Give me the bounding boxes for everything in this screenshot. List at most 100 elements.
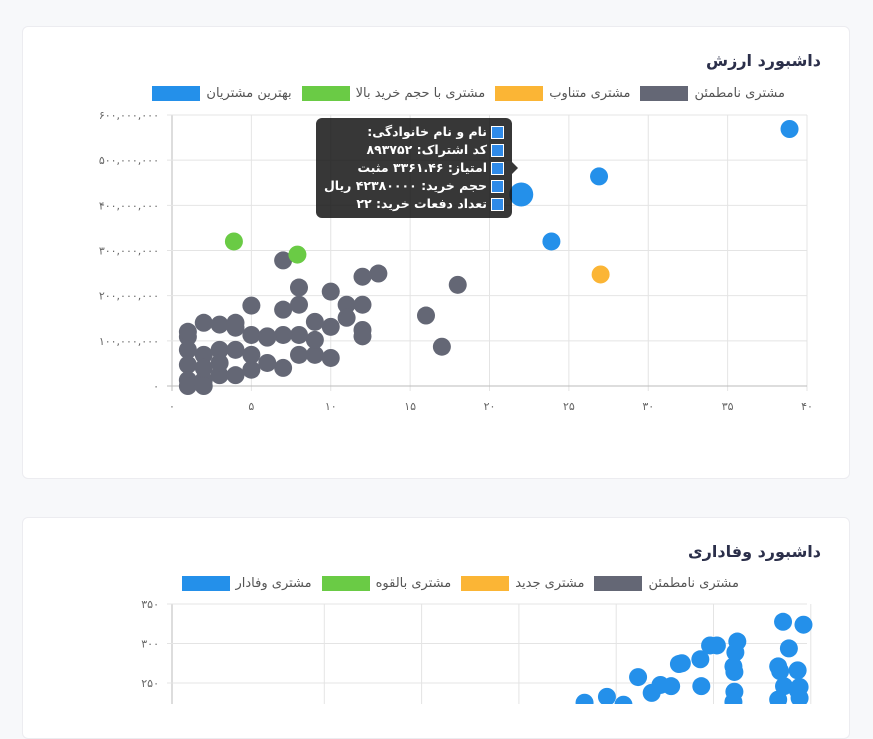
data-point [591, 265, 610, 284]
data-point [258, 327, 277, 346]
data-point [242, 296, 261, 315]
x-tick-label: ۳۰ [642, 400, 654, 413]
y-tick-label: ۶۰۰,۰۰۰,۰۰۰ [99, 109, 159, 122]
data-point [662, 677, 681, 696]
loyalty-dashboard-card: داشبورد وفاداری مشتری نامطمئن مشتری جدید… [22, 517, 850, 739]
data-point [353, 267, 372, 286]
tooltip-color-box [491, 197, 504, 211]
data-point [178, 322, 197, 341]
data-point [724, 692, 743, 704]
data-point [321, 348, 340, 367]
data-point [780, 120, 799, 139]
data-point [629, 668, 648, 687]
data-point [290, 325, 308, 344]
data-point [194, 358, 213, 377]
data-point [771, 662, 790, 681]
data-point [779, 639, 798, 658]
data-point [321, 317, 340, 336]
data-point [226, 366, 245, 385]
tooltip-arrow [512, 162, 518, 174]
data-point [242, 360, 261, 379]
value-dashboard-card: داشبورد ارزش مشتری نامطمئن مشتری متناوب … [22, 26, 850, 479]
data-point [575, 693, 594, 704]
data-point [290, 295, 308, 314]
tooltip-row: تعداد دفعات خرید: ۲۲ [324, 195, 504, 213]
data-point [288, 245, 307, 264]
y-tick-label: ۱۰۰,۰۰۰,۰۰۰ [99, 335, 159, 348]
data-point [353, 295, 372, 314]
data-point [321, 282, 340, 301]
x-tick-label: ۲۰ [484, 400, 496, 413]
legend-item-best[interactable]: بهترین مشتریان [152, 86, 292, 101]
data-point [725, 662, 744, 681]
x-tick-label: ۲۵ [563, 400, 575, 413]
x-tick-label: ۱۰ [325, 400, 337, 413]
data-point [290, 278, 308, 297]
y-tick-label: ۳۰۰ [141, 638, 159, 651]
data-point [691, 650, 710, 669]
data-point [226, 340, 245, 359]
data-point [305, 345, 324, 364]
data-point [305, 312, 324, 331]
y-tick-label: ۲۵۰ [141, 677, 159, 690]
data-point [224, 232, 243, 251]
data-point [178, 377, 197, 395]
legend-item-intermittent[interactable]: مشتری متناوب [495, 86, 630, 101]
data-point [210, 340, 229, 359]
y-tick-label: ۳۰۰,۰۰۰,۰۰۰ [99, 245, 159, 258]
tooltip-color-box [491, 125, 504, 139]
data-point [194, 313, 213, 332]
data-point [178, 340, 197, 359]
tooltip-line: نام و نام خانوادگی: [367, 124, 487, 139]
tooltip-line: حجم خرید: ۴۲۳۸۰۰۰۰ ریال [323, 178, 487, 193]
legend-label: مشتری جدید [515, 576, 585, 591]
x-tick-label: ۴۰ [801, 400, 813, 413]
data-point [274, 325, 293, 344]
data-point [614, 695, 633, 704]
legend-swatch [152, 86, 201, 101]
legend-swatch [321, 576, 370, 591]
tooltip-row: امتیاز: ۳۳۶۱.۴۶ مثبت [324, 159, 504, 177]
data-point [242, 325, 261, 344]
data-point [509, 182, 534, 207]
data-point [432, 337, 451, 356]
legend-swatch [594, 576, 643, 591]
legend-item-unsure[interactable]: مشتری نامطمئن [640, 86, 785, 101]
data-point [337, 308, 356, 327]
legend-swatch [495, 86, 544, 101]
data-point [701, 636, 720, 655]
y-tick-label: ۰ [153, 380, 159, 393]
legend-item-high-volume[interactable]: مشتری با حجم خرید بالا [301, 86, 485, 101]
data-point [642, 683, 661, 702]
legend-item-loyal[interactable]: مشتری وفادار [181, 576, 312, 591]
legend-swatch [181, 576, 230, 591]
data-point [305, 330, 324, 349]
data-point [774, 612, 793, 631]
x-tick-label: ۳۵ [722, 400, 734, 413]
data-point [542, 232, 561, 251]
tooltip-color-box [491, 143, 504, 157]
tooltip-line: کد اشتراک: ۸۹۳۷۵۲ [366, 142, 487, 157]
tooltip-line: تعداد دفعات خرید: ۲۲ [356, 196, 487, 211]
point-tooltip: نام و نام خانوادگی: کد اشتراک: ۸۹۳۷۵۲ ام… [315, 118, 518, 218]
data-point [417, 306, 435, 325]
data-point [290, 345, 308, 364]
legend-item-new[interactable]: مشتری جدید [461, 576, 584, 591]
value-legend: مشتری نامطمئن مشتری متناوب مشتری با حجم … [152, 86, 785, 101]
data-point [794, 615, 813, 634]
data-point [692, 677, 711, 696]
tooltip-color-box [491, 161, 504, 175]
data-point [178, 355, 197, 374]
legend-label: مشتری نامطمئن [648, 576, 739, 591]
data-point [194, 377, 213, 395]
data-point [353, 327, 372, 346]
legend-item-unsure[interactable]: مشتری نامطمئن [594, 576, 739, 591]
x-tick-label: ۰ [169, 400, 175, 413]
legend-item-potential[interactable]: مشتری بالقوه [321, 576, 451, 591]
legend-swatch [301, 86, 350, 101]
legend-label: بهترین مشتریان [206, 86, 292, 101]
tooltip-row: نام و نام خانوادگی: [324, 123, 504, 141]
data-point [448, 275, 467, 294]
data-point [790, 689, 809, 704]
tooltip-color-box [491, 179, 504, 193]
